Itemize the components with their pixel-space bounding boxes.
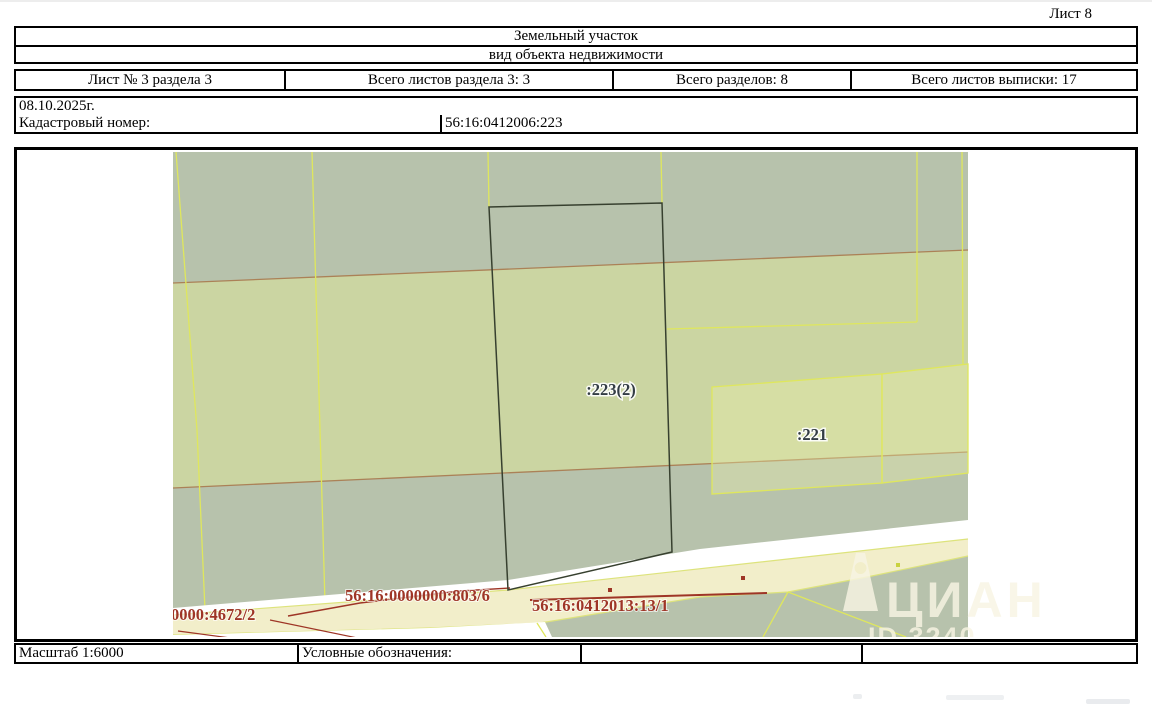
page-top-edge-line	[0, 0, 1152, 2]
faint-artifact	[1086, 699, 1130, 704]
road-strip-label: 56:16:0000000:803/6	[345, 586, 490, 605]
road-lower-margin	[173, 622, 552, 637]
cian-watermark: ЦИАН ID 3240	[843, 553, 1047, 637]
sheet-number: Лист 8	[1049, 6, 1092, 22]
cadastral-number-labels: 56:16:0000000:803/6 56:16:0412013:13/1 0…	[173, 585, 670, 625]
road-casing	[173, 520, 968, 615]
sheet-info-cell: Всего листов раздела 3: 3	[284, 71, 612, 89]
cian-pin-icon	[843, 553, 878, 611]
survey-point-dots	[608, 563, 900, 592]
sheet-info-cell: Всего листов выписки: 17	[850, 71, 1136, 89]
legend-label: Условные обозначения:	[297, 645, 580, 662]
title-table: Земельный участок вид объекта недвижимос…	[14, 26, 1138, 64]
object-type-title: Земельный участок	[513, 28, 639, 44]
parcel-label-neighbor: :221	[797, 425, 827, 444]
legend-cell-empty	[580, 645, 861, 662]
parcel-label-main: :223(2)	[586, 380, 635, 399]
parcel-labels: :223(2) :221	[585, 379, 829, 446]
subject-parcel-outline	[488, 202, 673, 591]
legend-cell-empty	[861, 645, 1136, 662]
object-type-caption: вид объекта недвижимости	[16, 45, 1136, 63]
details-table: 08.10.2025г. Кадастровый номер: 56:16:04…	[14, 96, 1138, 134]
cadastral-number-label: Кадастровый номер:	[19, 115, 151, 131]
road	[173, 539, 968, 635]
clipped-parcel-label: 0000:4672/2	[173, 605, 255, 624]
quarter-boundary-lines	[175, 152, 964, 611]
cian-id-text: ID 3240	[868, 622, 977, 637]
sheet-info-cell: Всего разделов: 8	[612, 71, 850, 89]
cadastral-number-value: 56:16:0412006:223	[440, 115, 1136, 132]
neighbor-parcel-rects	[711, 363, 969, 495]
faint-artifact	[946, 695, 1004, 700]
footer-table: Масштаб 1:6000 Условные обозначения:	[14, 643, 1138, 664]
road-parcel-label: 56:16:0412013:13/1	[532, 596, 669, 615]
red-cadastral-lines	[177, 587, 768, 637]
map-upper-band	[173, 152, 968, 283]
land-boundary-brown-lines	[173, 249, 969, 489]
cian-brand-text: ЦИАН	[886, 572, 1047, 628]
below-road-boundary-lines	[536, 591, 907, 637]
sheet-info-cell: Лист № 3 раздела 3	[88, 72, 212, 88]
cadastral-map: :223(2) :221 56:16:0000000:803/6 56:16:0…	[173, 152, 1047, 637]
extract-date: 08.10.2025г.	[19, 98, 95, 114]
scale-label: Масштаб 1:6000	[19, 645, 124, 661]
sheet-info-table: Лист № 3 раздела 3 Всего листов раздела …	[14, 69, 1138, 91]
faint-artifact	[853, 694, 862, 699]
